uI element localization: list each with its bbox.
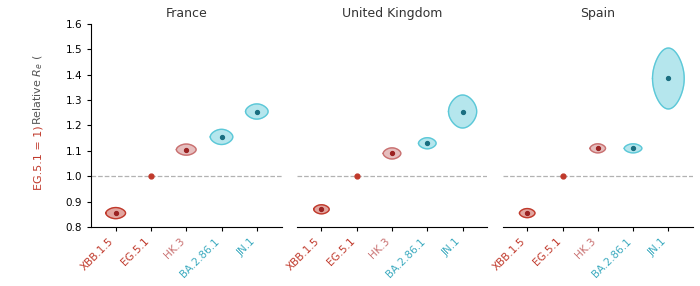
Polygon shape xyxy=(590,144,606,153)
Polygon shape xyxy=(176,144,196,155)
Polygon shape xyxy=(106,208,125,219)
Polygon shape xyxy=(210,129,233,144)
Polygon shape xyxy=(314,205,329,214)
Title: Spain: Spain xyxy=(580,7,615,20)
Title: United Kingdom: United Kingdom xyxy=(342,7,442,20)
Text: Relative $R_e$ (: Relative $R_e$ ( xyxy=(32,55,46,126)
Polygon shape xyxy=(246,104,268,119)
Polygon shape xyxy=(419,138,436,149)
Polygon shape xyxy=(624,144,642,153)
Polygon shape xyxy=(449,95,477,128)
Polygon shape xyxy=(383,148,401,159)
Polygon shape xyxy=(519,208,535,218)
Text: EG.5.1 = 1): EG.5.1 = 1) xyxy=(34,126,43,190)
Polygon shape xyxy=(652,48,684,109)
Title: France: France xyxy=(165,7,207,20)
